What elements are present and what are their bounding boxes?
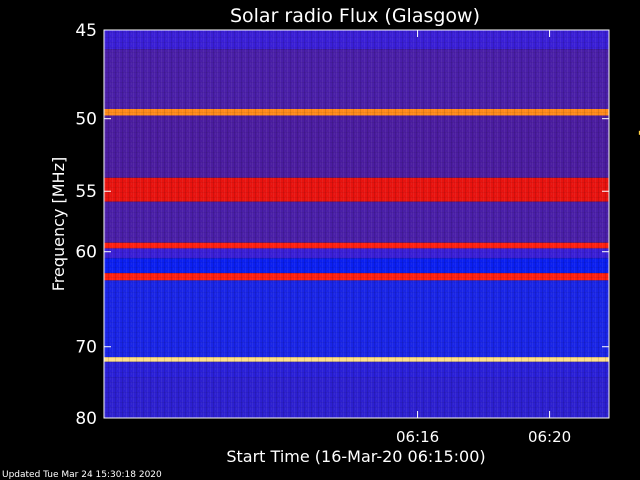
x-axis-label: Start Time (16-Mar-20 06:15:00): [226, 447, 485, 466]
plot-frame: [103, 29, 610, 419]
x-tick-label: 06:16: [396, 428, 439, 446]
y-tick-label: 55: [75, 182, 97, 202]
y-tick-label: 70: [75, 338, 97, 358]
y-axis: 45 50 55 60 70 80: [75, 21, 609, 429]
burst-spot: [638, 130, 640, 135]
burst-layer: [638, 130, 640, 135]
y-axis-label: Frequency [MHz]: [49, 157, 68, 291]
y-tick-label: 50: [75, 110, 97, 130]
y-tick-label: 80: [75, 409, 97, 429]
y-tick-label: 45: [75, 21, 97, 41]
chart-title: Solar radio Flux (Glasgow): [230, 5, 480, 27]
updated-timestamp: Updated Tue Mar 24 15:30:18 2020: [2, 470, 162, 480]
x-tick-label: 06:20: [528, 428, 571, 446]
y-tick-label: 60: [75, 243, 97, 263]
noise-overlay: [104, 30, 609, 418]
